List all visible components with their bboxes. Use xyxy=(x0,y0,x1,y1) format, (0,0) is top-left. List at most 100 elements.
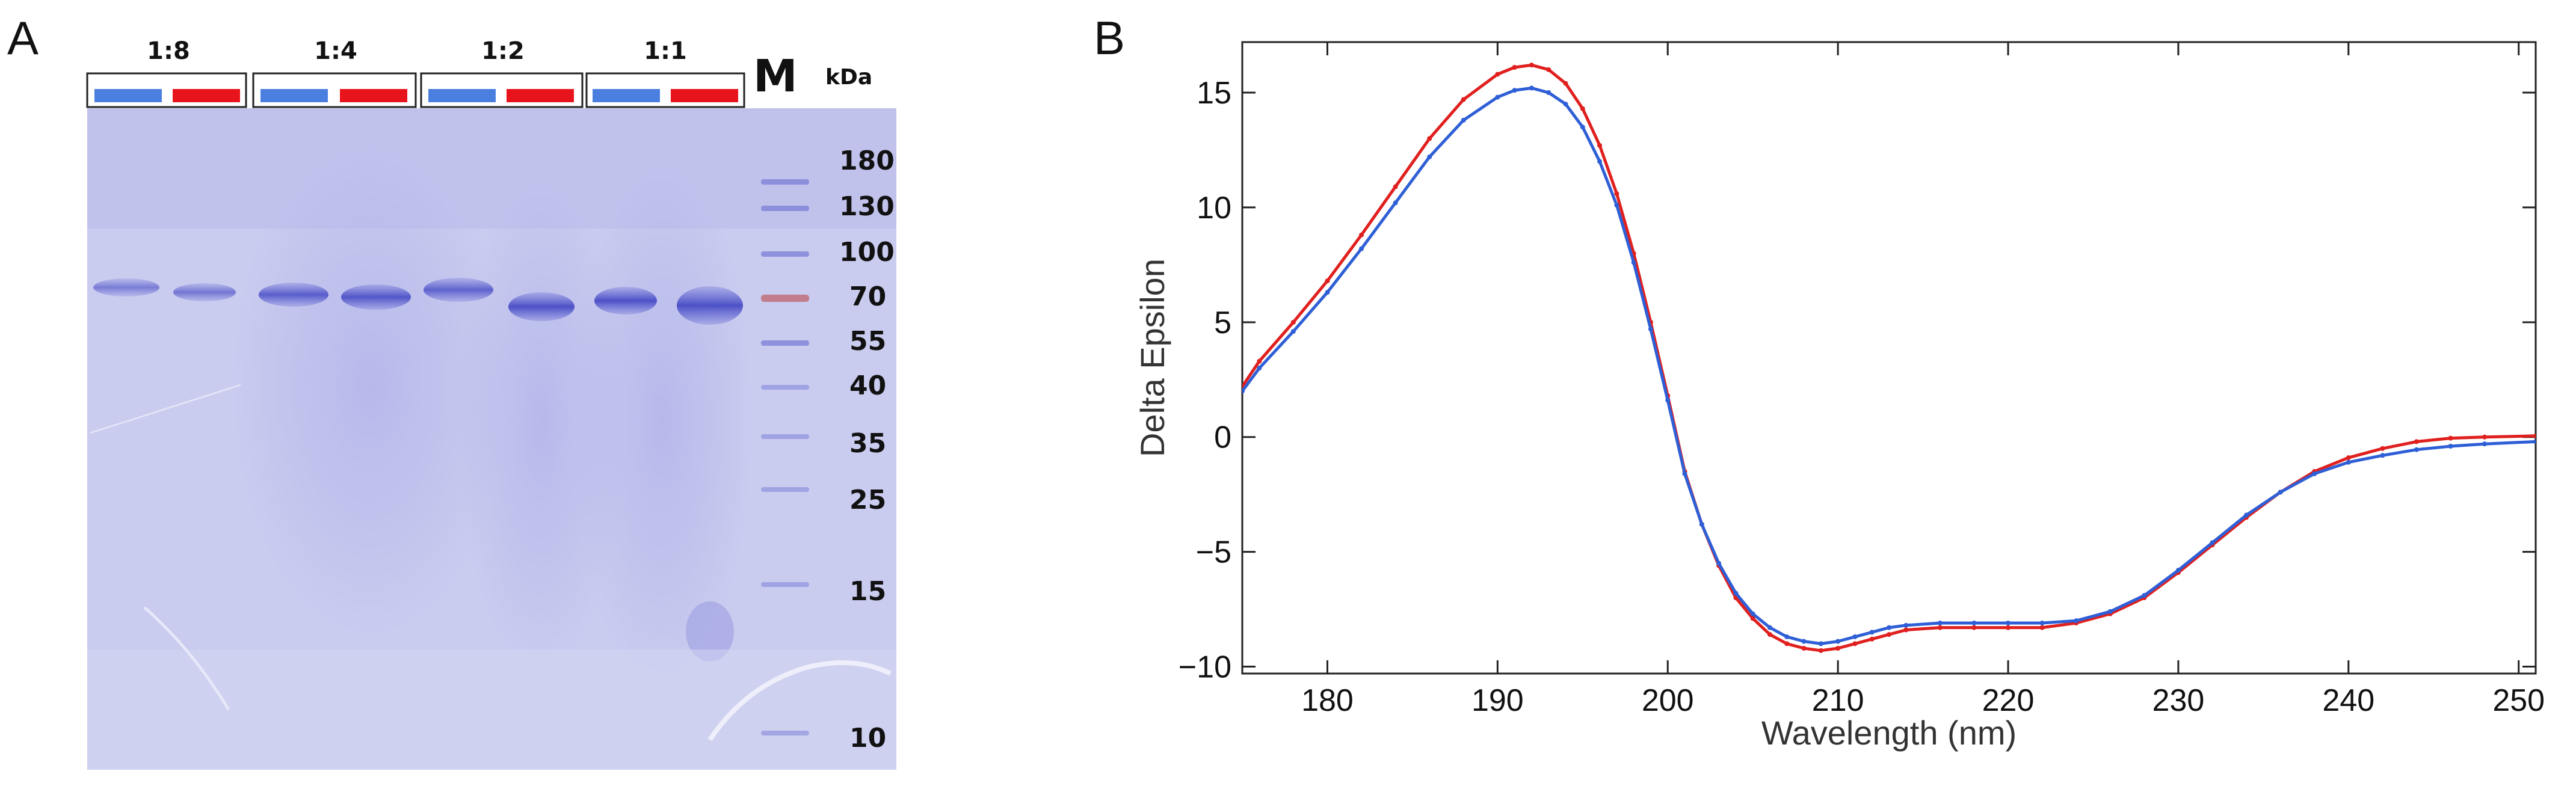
data-point-red xyxy=(2448,435,2453,441)
protein-bands xyxy=(93,278,743,325)
data-point-blue xyxy=(2278,490,2283,495)
data-point-blue xyxy=(2210,540,2215,545)
data-point-blue xyxy=(1767,625,1772,630)
data-point-red xyxy=(2346,455,2351,461)
data-point-red xyxy=(2414,439,2419,444)
x-tick-label: 180 xyxy=(1301,683,1354,718)
band-lane-5 xyxy=(424,278,493,302)
lane-brackets xyxy=(86,72,745,108)
data-point-blue xyxy=(1359,246,1364,251)
data-point-red xyxy=(1546,67,1551,72)
data-point-red xyxy=(1903,627,1909,633)
y-tick-label: −10 xyxy=(1179,650,1231,685)
data-point-red xyxy=(1563,81,1568,86)
data-point-blue xyxy=(2175,568,2181,573)
band-lane-7 xyxy=(594,287,657,315)
data-point-red xyxy=(1971,625,1977,630)
band-lane-4 xyxy=(341,284,411,310)
data-point-blue xyxy=(2039,621,2045,625)
data-point-blue xyxy=(1427,154,1432,159)
lane-color-keys xyxy=(94,89,738,102)
x-tick-label: 240 xyxy=(2322,683,2374,718)
marker-weights: 180 130 100 70 55 40 35 25 15 10 xyxy=(839,146,895,754)
data-point-red xyxy=(1887,632,1891,637)
x-tick-label: 230 xyxy=(2152,683,2205,718)
data-point-blue xyxy=(1648,327,1653,332)
data-point-blue xyxy=(2142,593,2147,598)
data-point-red xyxy=(1529,63,1534,68)
data-point-blue xyxy=(2533,439,2536,444)
mw-label: 10 xyxy=(849,723,886,754)
marker-lane-label: M xyxy=(753,51,798,102)
data-point-blue xyxy=(1887,625,1891,630)
x-tick-label: 220 xyxy=(1982,683,2035,718)
data-point-red xyxy=(1512,65,1517,70)
data-point-blue xyxy=(1818,641,1823,646)
kda-unit-label: kDa xyxy=(825,65,872,90)
panel-b: B 15 10 5 0 −5 −10 180 190 200 210 220 230 240 250 D… xyxy=(1094,11,2545,752)
y-tick-label: 10 xyxy=(1197,191,1231,226)
data-point-blue xyxy=(1971,621,1977,625)
data-point-blue xyxy=(1257,366,1262,371)
x-tick-label: 200 xyxy=(1642,683,1694,718)
data-point-blue xyxy=(1597,159,1603,164)
y-tick-label: 15 xyxy=(1197,76,1231,111)
data-point-red xyxy=(1818,648,1823,653)
data-point-red xyxy=(2533,433,2536,438)
band-lane-6 xyxy=(508,292,575,321)
x-tick-label: 190 xyxy=(1471,683,1524,718)
data-point-blue xyxy=(1716,560,1722,566)
data-point-blue xyxy=(1580,124,1585,130)
data-point-blue xyxy=(2414,447,2419,452)
x-tick-label: 250 xyxy=(2492,683,2545,718)
x-axis: 180 190 200 210 220 230 240 250 xyxy=(1301,42,2545,718)
data-point-blue xyxy=(1682,471,1687,476)
ratio-label-1-8: 1:8 xyxy=(147,37,190,65)
lane-key-blue xyxy=(260,89,328,102)
panel-a-letter: A xyxy=(7,11,39,64)
data-point-blue xyxy=(2482,441,2488,447)
data-point-blue xyxy=(1784,634,1790,639)
data-point-red xyxy=(1257,358,1262,364)
data-point-blue xyxy=(2448,444,2453,449)
mw-label: 35 xyxy=(849,428,886,459)
mw-label: 70 xyxy=(849,281,886,312)
data-point-blue xyxy=(1290,329,1296,334)
panel-b-letter: B xyxy=(1094,11,1125,64)
lane-key-blue xyxy=(94,89,162,102)
y-axis: 15 10 5 0 −5 −10 xyxy=(1179,76,2536,685)
ratio-label-1-1: 1:1 xyxy=(644,37,687,65)
data-point-blue xyxy=(2244,512,2249,518)
data-point-blue xyxy=(1852,634,1858,639)
data-point-blue xyxy=(1325,290,1330,295)
data-point-red xyxy=(1750,616,1755,621)
data-point-blue xyxy=(1242,388,1245,394)
lane-key-red xyxy=(507,89,574,102)
data-point-red xyxy=(1290,319,1296,325)
data-point-red xyxy=(1835,646,1841,651)
series-group xyxy=(1242,63,2536,653)
y-tick-label: 0 xyxy=(1214,420,1231,455)
band-lane-2 xyxy=(173,283,236,301)
data-point-blue xyxy=(1512,88,1517,93)
lane-key-red xyxy=(340,89,407,102)
bracket-1-8 xyxy=(86,72,247,108)
ratio-label-1-2: 1:2 xyxy=(481,37,525,65)
data-point-red xyxy=(1614,191,1619,196)
data-point-blue xyxy=(2312,471,2317,476)
data-point-blue xyxy=(1750,611,1755,616)
data-point-red xyxy=(1869,636,1875,642)
mw-label: 180 xyxy=(839,146,895,176)
y-axis-label: Delta Epsilon xyxy=(1133,259,1171,457)
data-point-blue xyxy=(2074,618,2079,624)
data-point-red xyxy=(1937,625,1943,630)
data-point-red xyxy=(1359,232,1364,238)
bracket-1-4 xyxy=(252,72,417,108)
band-lane-1 xyxy=(93,278,159,296)
data-point-red xyxy=(1427,136,1432,141)
data-point-blue xyxy=(1461,117,1466,123)
marker-ladder xyxy=(761,179,809,735)
band-lane-3 xyxy=(259,283,328,307)
panel-a: A 1:8 1:4 1:2 1:1 M kDa xyxy=(7,11,896,770)
